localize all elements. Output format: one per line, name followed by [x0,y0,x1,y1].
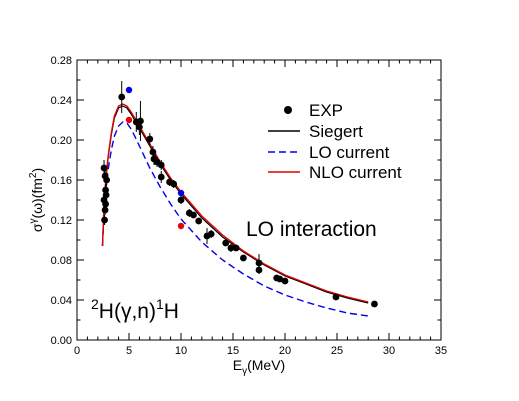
y-axis-ticks: 0.00 0.04 0.08 0.12 0.16 0.20 0.24 0.28 [51,55,441,347]
exp-data-point [149,148,157,156]
exp-data-point [190,211,197,219]
exp-data-point [170,180,178,188]
x-tick-label: 0 [74,345,80,357]
reaction-h-gamma-n: H(γ,n) [99,300,156,323]
legend-siegert-label: Siegert [309,122,363,141]
exp-data-point [101,206,109,214]
x-axis-ticks: 0 5 10 15 20 25 30 35 [74,60,447,357]
exp-data-point [137,117,144,125]
exp-data-point [371,300,378,308]
y-tick-label: 0.12 [51,215,72,227]
plot-frame [76,59,442,341]
exp-data-point [118,93,126,101]
y-label-sigma: σ [29,223,45,232]
red-data-point [125,116,133,124]
legend-lo-label: LO current [309,143,390,162]
y-tick-label: 0.20 [51,135,72,147]
exp-data-point [276,275,284,283]
exp-data-point [255,259,263,267]
reaction-label: 2H(γ,n)1H [91,296,179,323]
x-axis-label: Eγ(MeV) [233,357,285,377]
y-axis-label: σγ(ω)(fm2) [28,168,45,232]
lo-interaction-annotation: LO interaction [246,218,377,241]
y-label-sup1: γ [28,219,39,224]
y-tick-label: 0.16 [51,175,72,187]
x-tick-label: 10 [175,345,187,357]
exp-data-point [102,186,109,194]
exp-data-point [157,161,165,169]
red-data-point [177,222,185,230]
y-tick-label: 0.08 [51,255,72,267]
legend-nlo-label: NLO current [309,163,402,182]
x-tick-label: 20 [279,345,291,357]
exp-data-point [255,266,263,274]
reaction-sup-2: 2 [91,296,99,312]
x-tick-label: 25 [331,345,343,357]
exp-data-point [146,135,154,143]
blue-data-point [125,86,133,94]
y-tick-label: 0.00 [51,335,72,347]
legend-exp-label: EXP [309,101,343,120]
exp-points [100,81,378,308]
legend: EXP Siegert LO current NLO current [268,101,402,182]
y-tick-label: 0.24 [51,95,72,107]
blue-data-point [177,189,185,197]
exp-data-point [281,277,289,285]
exp-data-point [207,230,215,238]
legend-exp-marker [284,106,292,114]
exp-data-point [102,200,109,208]
x-label-sub: γ [242,366,247,377]
reaction-sup-1: 1 [156,296,164,312]
y-tick-label: 0.04 [51,295,72,307]
x-tick-label: 35 [435,345,447,357]
exp-data-point [332,293,340,301]
exp-data-point [227,244,235,252]
x-label-main: E [233,357,242,373]
exp-data-point [136,123,143,131]
x-tick-label: 15 [227,345,239,357]
exp-data-point [157,173,165,181]
exp-data-point [240,254,247,262]
y-tick-label: 0.28 [51,55,72,67]
x-tick-label: 30 [383,345,395,357]
x-label-rest: (MeV) [247,357,285,373]
exp-data-point [101,216,108,224]
reaction-h: H [164,300,179,323]
x-tick-label: 5 [126,345,132,357]
exp-data-point [103,176,111,184]
exp-data-point [222,239,230,247]
y-label-end: ) [29,168,45,173]
exp-data-point [232,244,240,252]
y-label-mid: (ω)(fm [29,178,45,218]
exp-data-point [177,196,185,204]
exp-data-point [100,164,108,172]
lo-current-curve [101,121,369,317]
exp-data-point [195,217,203,225]
y-label-sup2: 2 [28,172,39,178]
